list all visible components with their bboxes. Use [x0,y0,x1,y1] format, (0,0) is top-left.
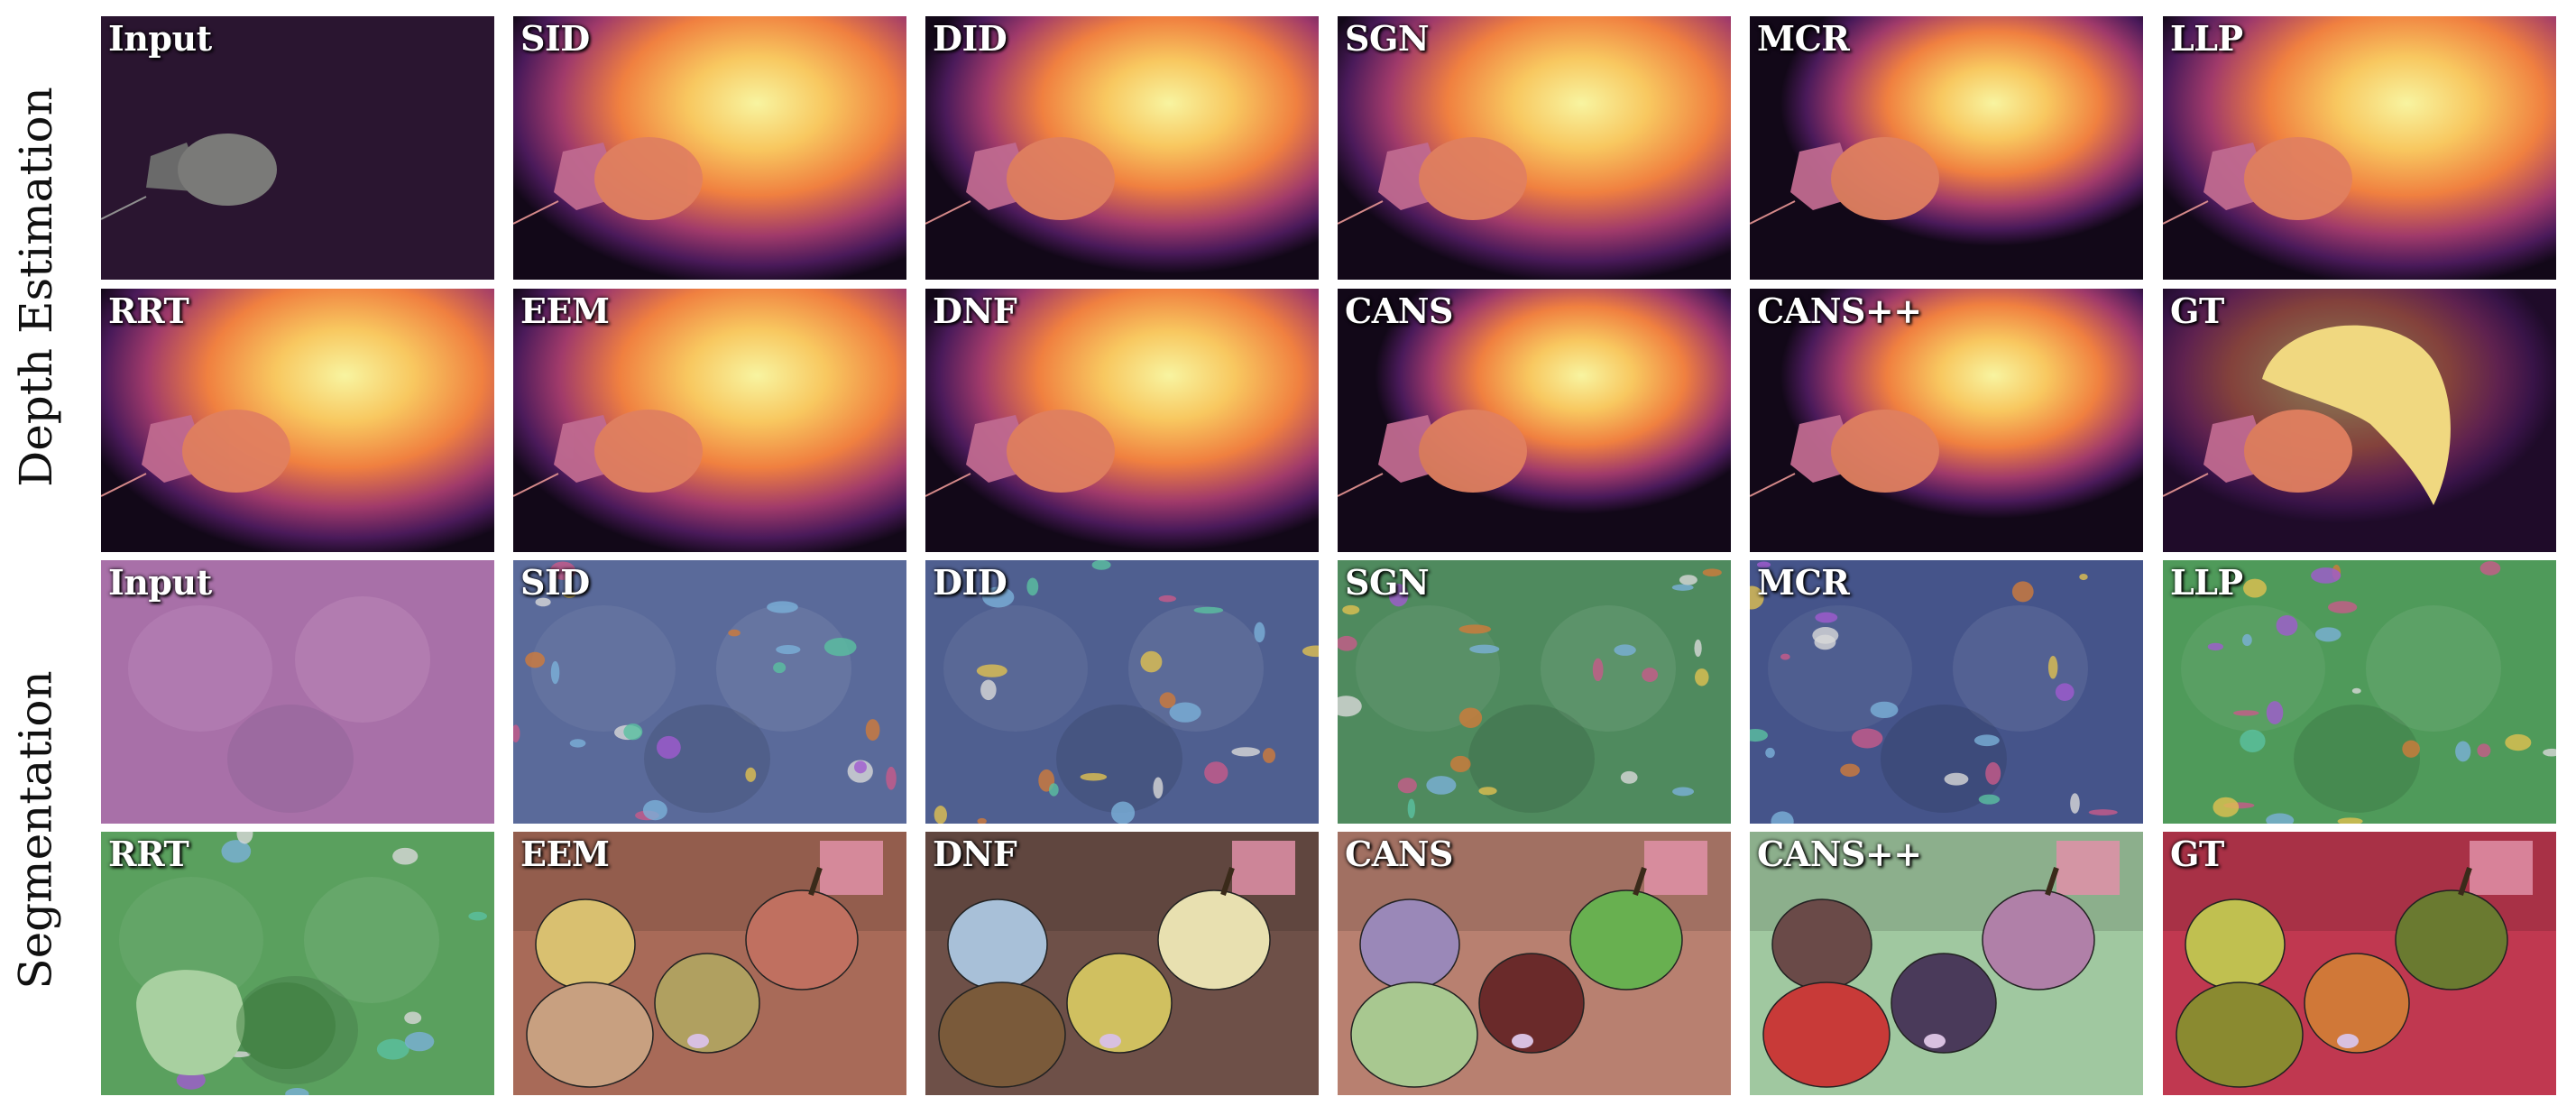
panel-label: SGN [1345,562,1430,603]
panel-label: SGN [1345,18,1430,59]
panel-sid-r3: SID [513,560,906,824]
panel-label: LLP [2170,18,2243,59]
panel-label: RRT [108,834,189,874]
row-label-segmentation: Segmentation [0,559,72,1101]
panel-image [925,16,1319,280]
panel-label: MCR [1757,562,1850,603]
panel-dnf-r2: DNF [925,289,1319,552]
panel-label: SID [520,562,590,603]
panel-label: LLP [2170,562,2243,603]
panel-label: CANS [1345,834,1453,874]
panel-image [925,289,1319,552]
panel-rrt-r2: RRT [101,289,494,552]
panel-image [925,560,1319,824]
panel-image [1750,560,2143,824]
panel-image [513,560,906,824]
panel-sgn-r3: SGN [1338,560,1731,824]
panel-label: CANS [1345,290,1453,331]
panel-cans-r4: CANS [1338,832,1731,1095]
panel-image [513,289,906,552]
panel-gt-r2: GT [2163,289,2556,552]
panel-label: DNF [933,290,1017,331]
panel-label: Input [108,562,212,603]
panel-image [101,16,494,280]
panel-llp-r1: LLP [2163,16,2556,280]
panel-label: SID [520,18,590,59]
panel-image [2163,560,2556,824]
panel-image [101,289,494,552]
panel-image [2163,16,2556,280]
panel-cans-r2: CANS [1338,289,1731,552]
segmentation-label: Segmentation [10,670,63,990]
panel-label: GT [2170,834,2224,874]
panel-did-r1: DID [925,16,1319,280]
panel-input-r3: Input [101,560,494,824]
panel-did-r3: DID [925,560,1319,824]
panel-label: Input [108,18,212,59]
panel-image [513,16,906,280]
panel-image [101,560,494,824]
panel-gt-r4: GT [2163,832,2556,1095]
depth-estimation-label: Depth Estimation [10,87,63,487]
panel-cansplusplus-r2: CANS++ [1750,289,2143,552]
panel-image [1750,289,2143,552]
panel-image [2163,832,2556,1095]
panel-label: DID [933,18,1007,59]
panel-image [101,832,494,1095]
panel-label: MCR [1757,18,1850,59]
panel-rrt-r4: RRT [101,832,494,1095]
panel-sgn-r1: SGN [1338,16,1731,280]
row-label-depth: Depth Estimation [0,9,72,565]
panel-image [1338,16,1731,280]
panel-label: DNF [933,834,1017,874]
panel-cansplusplus-r4: CANS++ [1750,832,2143,1095]
panel-label: GT [2170,290,2224,331]
panel-label: RRT [108,290,189,331]
panel-sid-r1: SID [513,16,906,280]
panel-label: CANS++ [1757,290,1922,331]
panel-image [1338,832,1731,1095]
panel-eem-r4: EEM [513,832,906,1095]
panel-mcr-r3: MCR [1750,560,2143,824]
panel-dnf-r4: DNF [925,832,1319,1095]
panel-image [1338,289,1731,552]
panel-input-r1: Input [101,16,494,280]
panel-image [2163,289,2556,552]
panel-mcr-r1: MCR [1750,16,2143,280]
panel-label: EEM [520,834,610,874]
panel-image [925,832,1319,1095]
panel-image [1338,560,1731,824]
panel-label: DID [933,562,1007,603]
panel-image [1750,16,2143,280]
panel-eem-r2: EEM [513,289,906,552]
panel-label: CANS++ [1757,834,1922,874]
panel-image [1750,832,2143,1095]
panel-image [513,832,906,1095]
panel-llp-r3: LLP [2163,560,2556,824]
panel-label: EEM [520,290,610,331]
